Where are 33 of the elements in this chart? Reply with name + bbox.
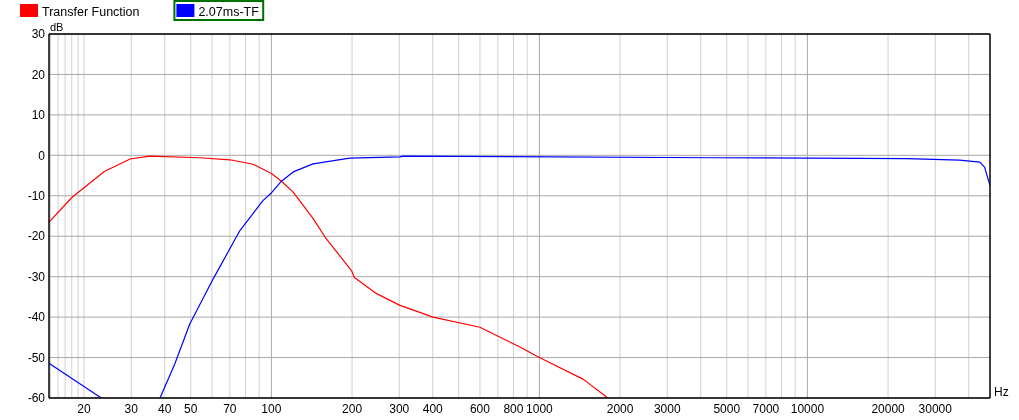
x-tick-label: 2000	[606, 402, 634, 416]
x-tick-label: 100	[261, 402, 282, 416]
y-tick-label: 0	[38, 148, 46, 163]
x-tick-label: 5000	[713, 402, 741, 416]
y-tick-label: -50	[27, 350, 46, 365]
y-tick-label: -30	[27, 269, 46, 284]
x-axis-title: Hz	[994, 385, 1009, 399]
x-tick-label: 70	[223, 402, 237, 416]
x-tick-label: 30000	[918, 402, 953, 416]
x-tick-label: 40	[158, 402, 172, 416]
y-tick-label: -20	[27, 229, 46, 244]
y-tick-label: -60	[27, 391, 46, 406]
y-tick-label: 10	[31, 108, 46, 123]
x-tick-label: 3000	[653, 402, 681, 416]
y-tick-label: -40	[27, 310, 46, 325]
x-tick-label: 1000	[526, 402, 554, 416]
x-tick-label: 10000	[790, 402, 825, 416]
x-tick-label: 200	[342, 402, 363, 416]
y-tick-label: 30	[31, 27, 46, 42]
y-tick-label: -10	[27, 188, 46, 203]
x-tick-label: 30	[124, 402, 139, 416]
x-tick-label: 600	[469, 402, 491, 416]
y-axis-title: dB	[50, 21, 64, 33]
x-tick-label: 20	[77, 402, 92, 416]
legend-label: 2.07ms-TF	[198, 4, 260, 19]
x-tick-label: 20000	[871, 402, 906, 416]
x-tick-label: 400	[422, 402, 444, 416]
x-tick-label: 800	[503, 402, 524, 416]
y-tick-label: 20	[31, 67, 46, 82]
x-tick-label: 50	[184, 402, 198, 416]
x-tick-label: 7000	[752, 402, 780, 416]
x-tick-label: 300	[389, 402, 410, 416]
legend-label: Transfer Function	[42, 4, 140, 19]
